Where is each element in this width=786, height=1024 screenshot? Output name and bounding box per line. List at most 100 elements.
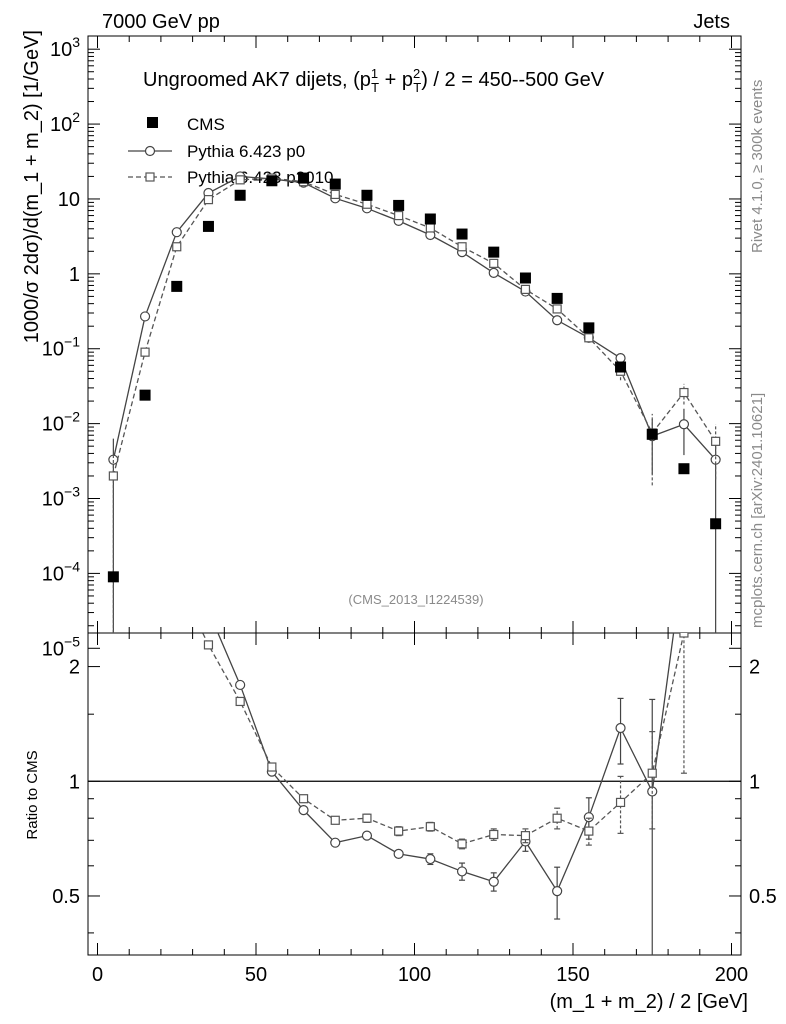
ratio-point xyxy=(172,501,181,510)
data-point xyxy=(235,175,245,185)
x-tick-label: 100 xyxy=(398,964,431,986)
y-tick-label: 10−2 xyxy=(42,409,80,436)
ratio-tick-label-right: 0.5 xyxy=(749,886,777,908)
ratio-point xyxy=(489,829,499,840)
ratio-point xyxy=(109,264,117,272)
data-point xyxy=(203,195,214,205)
cms-data-point xyxy=(583,322,595,334)
ratio-point xyxy=(361,830,373,841)
y-tick-label: 10−4 xyxy=(42,558,80,585)
ratio-point xyxy=(267,762,277,772)
cms-data-point xyxy=(171,280,183,292)
legend-marker-p0 xyxy=(144,145,156,157)
x-tick-label: 50 xyxy=(245,964,267,986)
cms-data-point xyxy=(139,389,151,401)
data-point xyxy=(520,284,531,294)
y-tick-label: 10−5 xyxy=(42,633,80,660)
data-point xyxy=(140,347,150,357)
y-tick-label: 1 xyxy=(69,264,80,286)
y-tick-label: 102 xyxy=(50,109,80,136)
series-line-1 xyxy=(112,175,717,461)
ratio-point xyxy=(679,552,688,561)
cms-data-point xyxy=(107,571,119,583)
cms-data-point xyxy=(519,272,531,284)
axis-ticks: 0 50 100 150 20010−510−410−310−210−111010210… xyxy=(42,34,777,986)
ratio-point xyxy=(298,805,309,816)
data-point xyxy=(615,352,626,364)
chart-title: Ungroomed AK7 dijets, (p1 T + p2 T) / 2 = … xyxy=(143,66,605,95)
y-axis-label: 1000/σ 2dσ)/d(m_1 + m_2) [1/GeV] xyxy=(21,30,43,343)
mcplots-label: mcplots.cern.ch [arXiv:2401.10621] xyxy=(749,393,766,628)
ratio-point xyxy=(425,822,435,832)
data-point xyxy=(330,189,340,200)
legend-label-p0: Pythia 6.423 p0 xyxy=(187,142,305,161)
data-point xyxy=(394,210,404,221)
data-point xyxy=(552,315,563,326)
ratio-point xyxy=(330,815,340,825)
x-tick-label: 0 xyxy=(92,964,103,986)
data-point xyxy=(488,267,499,278)
legend-marker-cms xyxy=(147,117,158,128)
ratio-panel-frame xyxy=(87,632,742,956)
ratio-point xyxy=(456,866,468,877)
data-point xyxy=(139,311,151,322)
legend-marker-p2010 xyxy=(145,172,155,182)
ratio-point xyxy=(204,606,213,615)
ratio-tick-label: 0.5 xyxy=(52,886,80,908)
ratio-point xyxy=(457,839,467,849)
ratio-point xyxy=(615,722,626,734)
ratio-point xyxy=(141,559,149,567)
ratio-point xyxy=(679,633,689,638)
ratio-tick-label: 1 xyxy=(69,771,80,793)
data-point xyxy=(679,387,689,398)
cms-data-point xyxy=(456,228,468,240)
cms-data-point xyxy=(393,199,405,211)
main-data xyxy=(107,171,722,633)
cms-data-point xyxy=(488,246,500,258)
legend-label-cms: CMS xyxy=(187,115,225,134)
y-tick-label: 103 xyxy=(50,34,80,61)
ratio-point xyxy=(552,813,562,823)
ratio-axis-label: Ratio to CMS xyxy=(24,750,41,839)
cms-data-point xyxy=(646,428,658,440)
data-point xyxy=(172,242,182,252)
data-point xyxy=(362,199,372,209)
cms-data-point xyxy=(678,463,690,475)
data-point xyxy=(678,419,690,430)
data-point xyxy=(552,304,562,314)
data-point xyxy=(457,242,467,252)
x-tick-label: 150 xyxy=(556,964,589,986)
ratio-point xyxy=(141,376,150,385)
x-tick-label: 200 xyxy=(715,964,748,986)
ratio-point xyxy=(425,853,436,865)
ratio-point xyxy=(647,768,657,778)
data-point xyxy=(425,223,435,233)
ratio-data xyxy=(109,181,689,955)
data-point xyxy=(711,436,721,446)
cms-data-point xyxy=(234,189,246,201)
ratio-point xyxy=(109,181,118,190)
cms-data-point xyxy=(298,172,310,184)
analysis-watermark: (CMS_2013_I1224539) xyxy=(348,592,483,607)
data-point xyxy=(584,333,594,343)
cms-data-point xyxy=(615,361,627,373)
cms-data-point xyxy=(424,213,436,225)
data-point xyxy=(108,471,118,481)
ratio-tick-label: 2 xyxy=(69,657,80,679)
ratio-point xyxy=(520,831,531,841)
ratio-line-2 xyxy=(202,633,685,845)
ratio-point xyxy=(394,826,404,836)
ratio-point xyxy=(173,575,181,583)
cms-data-point xyxy=(329,178,341,190)
ratio-point xyxy=(362,813,372,823)
header-right: Jets xyxy=(693,11,730,33)
ratio-point xyxy=(330,837,341,848)
ratio-point xyxy=(615,797,626,808)
cms-data-point xyxy=(202,220,214,232)
ratio-point xyxy=(393,848,404,859)
ratio-point xyxy=(584,826,594,836)
header-left: 7000 GeV pp xyxy=(102,11,220,33)
y-tick-label: 10−3 xyxy=(42,484,80,511)
ratio-tick-label-right: 1 xyxy=(749,771,760,793)
